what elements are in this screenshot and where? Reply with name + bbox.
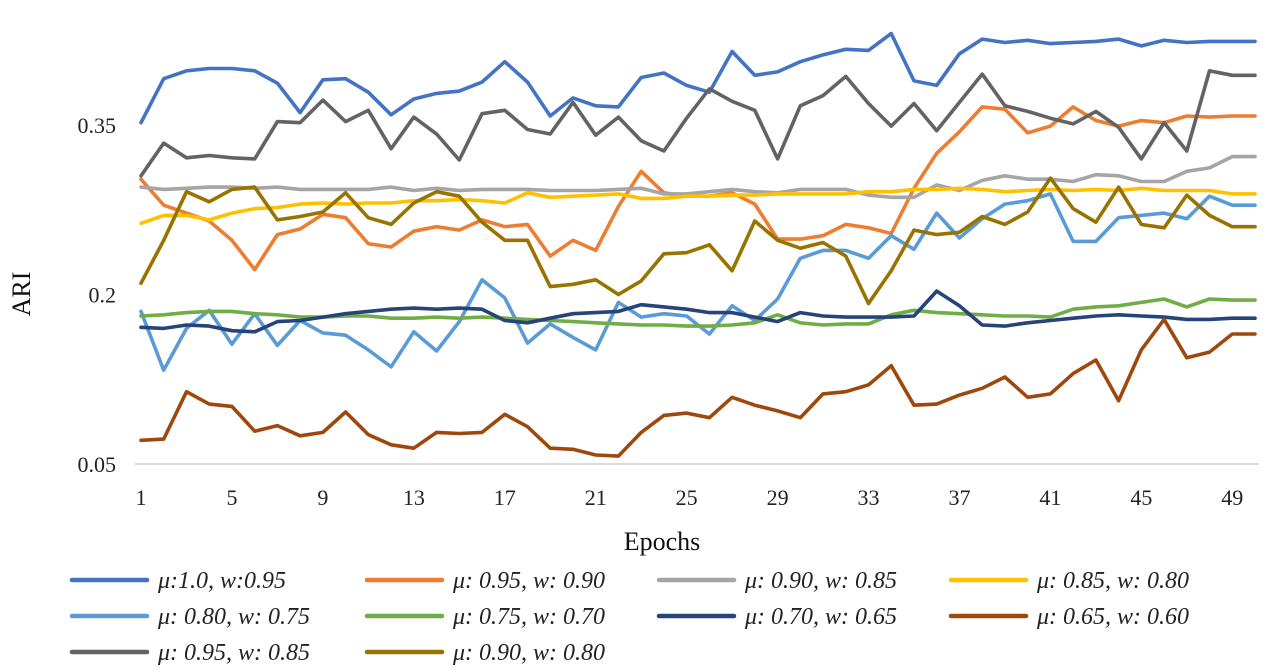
y-axis-title: ARI [7, 272, 36, 317]
x-tick-label: 45 [1130, 485, 1152, 510]
x-tick-label: 21 [585, 485, 607, 510]
legend-label-1: μ:1.0, w:0.95 [157, 568, 286, 594]
series-line-8 [139, 317, 1257, 458]
x-tick-label: 17 [494, 485, 516, 510]
series-line-10 [139, 176, 1257, 306]
series-line-9 [139, 69, 1257, 178]
series-line-7 [139, 289, 1257, 334]
x-tick-label: 1 [136, 485, 147, 510]
x-tick-label: 41 [1039, 485, 1061, 510]
series-line-1 [139, 31, 1257, 125]
legend-label-3: μ: 0.90, w: 0.85 [744, 568, 897, 594]
chart-legend: μ:1.0, w:0.95 μ: 0.95, w: 0.90 μ: 0.90, w:… [69, 568, 1189, 666]
legend-label-5: μ: 0.80, w: 0.75 [157, 604, 310, 630]
series-line-3 [139, 154, 1257, 200]
x-tick-label: 9 [317, 485, 328, 510]
x-tick-label: 49 [1221, 485, 1243, 510]
x-tick-labels: 1 5 9 13 17 21 25 29 33 37 41 45 49 [136, 485, 1244, 510]
legend-label-6: μ: 0.75, w: 0.70 [452, 604, 605, 630]
x-axis-title: Epochs [624, 527, 701, 556]
x-tick-label: 5 [226, 485, 237, 510]
y-tick-label: 0.05 [78, 452, 117, 477]
y-tick-label: 0.35 [78, 113, 117, 138]
series-lines [139, 31, 1257, 458]
series-line-4 [139, 186, 1257, 226]
x-tick-label: 13 [403, 485, 425, 510]
legend-label-4: μ: 0.85, w: 0.80 [1036, 568, 1189, 594]
legend-label-8: μ: 0.65, w: 0.60 [1036, 604, 1189, 630]
legend-label-10: μ: 0.90, w: 0.80 [452, 640, 605, 666]
legend-label-7: μ: 0.70, w: 0.65 [744, 604, 897, 630]
legend-label-2: μ: 0.95, w: 0.90 [452, 568, 605, 594]
series-line-5 [139, 192, 1257, 373]
x-tick-label: 25 [676, 485, 698, 510]
x-tick-label: 33 [858, 485, 880, 510]
legend-label-9: μ: 0.95, w: 0.85 [157, 640, 310, 666]
x-tick-label: 37 [948, 485, 970, 510]
y-tick-label: 0.2 [89, 283, 117, 308]
y-tick-labels: 0.05 0.2 0.35 [78, 113, 117, 477]
x-tick-label: 29 [767, 485, 789, 510]
